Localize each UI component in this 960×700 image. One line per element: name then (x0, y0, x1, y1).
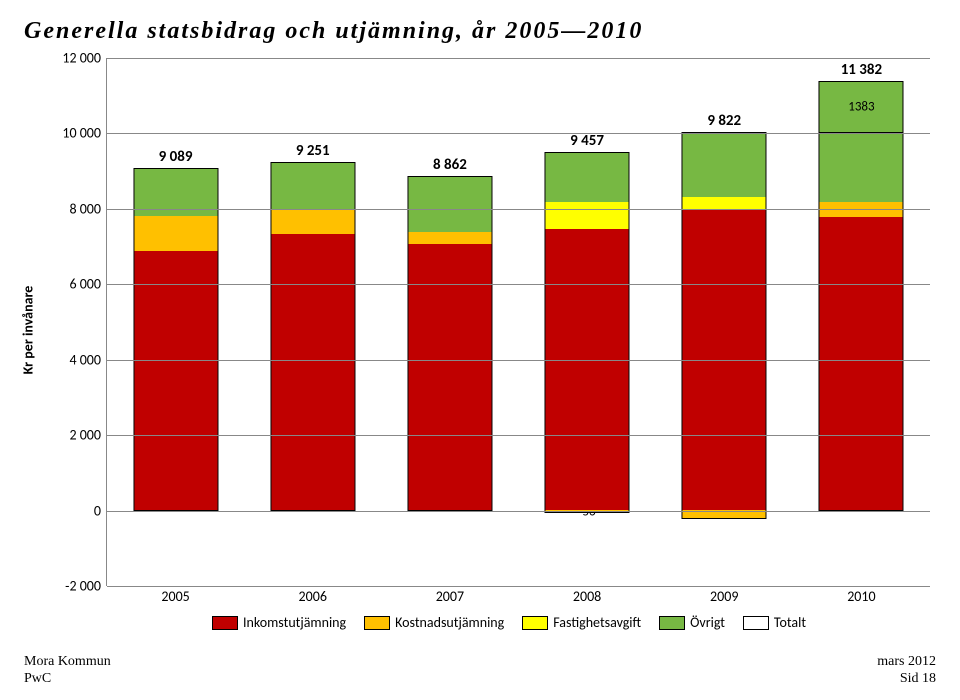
bar-segment (546, 229, 629, 510)
column: 20107788405180611 3821383 (793, 58, 930, 586)
legend: Inkomstutjämning Kostnadsutjämning Fastigh… (106, 614, 930, 640)
total-label: 11 382 (841, 61, 882, 79)
bar-segment (271, 234, 354, 509)
bar-segment (271, 209, 354, 234)
bar-segment (271, 163, 354, 209)
gridline (107, 58, 930, 59)
column: 2006733767812369 251 (244, 58, 381, 586)
chart: Kr per invånare 2005690992512559 0892006… (36, 50, 930, 610)
bar (407, 176, 492, 510)
legend-item: Totalt (743, 614, 806, 631)
x-tick-label: 2010 (847, 588, 875, 605)
slide: Generella statsbidrag och utjämning, år … (0, 0, 960, 700)
column: 20098022-21431017049 822 (656, 58, 793, 586)
x-tick-label: 2005 (161, 588, 189, 605)
gridline (107, 360, 930, 361)
x-tick-label: 2009 (710, 588, 738, 605)
y-tick-label: 8 000 (69, 200, 101, 217)
y-tick-label: 4 000 (69, 351, 101, 368)
legend-label: Kostnadsutjämning (395, 614, 504, 631)
bar-segment (408, 177, 491, 231)
footer-left: Mora Kommun PwC (24, 654, 111, 688)
column: 20087480-5671913139 457 (519, 58, 656, 586)
bar-segment (683, 197, 766, 209)
legend-item: Fastighetsavgift (522, 614, 641, 631)
legend-swatch (364, 616, 390, 630)
column: 2005690992512559 089 (107, 58, 244, 586)
y-tick-label: -2 000 (65, 578, 101, 595)
x-tick-label: 2008 (573, 588, 601, 605)
legend-label: Inkomstutjämning (243, 614, 346, 631)
total-label: 9 822 (707, 112, 741, 130)
total-label: 9 251 (296, 142, 330, 160)
x-tick-label: 2006 (299, 588, 327, 605)
bar-segment (820, 134, 903, 202)
bar (270, 162, 355, 511)
page-title: Generella statsbidrag och utjämning, år … (24, 18, 936, 45)
gridline (107, 435, 930, 436)
legend-label: Övrigt (690, 614, 725, 631)
y-tick-label: 6 000 (69, 276, 101, 293)
footer-right-line-2: Sid 18 (877, 671, 936, 688)
legend-item: Övrigt (659, 614, 725, 631)
footer-left-line-1: Mora Kommun (24, 654, 111, 671)
legend-swatch (522, 616, 548, 630)
column: 2007709432314458 862 (381, 58, 518, 586)
footer-right: mars 2012 Sid 18 (877, 654, 936, 688)
y-tick-label: 12 000 (62, 50, 101, 67)
y-tick-label: 0 (94, 502, 101, 519)
bar-segment (134, 216, 217, 251)
y-axis-title: Kr per invånare (20, 286, 37, 375)
bar (682, 132, 767, 519)
bar-segment (408, 232, 491, 244)
footer-left-line-2: PwC (24, 671, 111, 688)
columns: 2005690992512559 0892006733767812369 251… (107, 58, 930, 586)
legend-label: Fastighetsavgift (553, 614, 641, 631)
gridline (107, 586, 930, 587)
gridline (107, 511, 930, 512)
legend-swatch (212, 616, 238, 630)
bar (819, 133, 904, 510)
y-tick-label: 10 000 (62, 125, 101, 142)
gridline (107, 133, 930, 134)
legend-item: Inkomstutjämning (212, 614, 346, 631)
bar-segment (820, 217, 903, 509)
bar-segment (546, 202, 629, 229)
gridline (107, 209, 930, 210)
bar (545, 152, 630, 513)
segment-label: 1383 (848, 100, 874, 115)
legend-item: Kostnadsutjämning (364, 614, 504, 631)
bar (133, 168, 218, 511)
footer-right-line-1: mars 2012 (877, 654, 936, 671)
bar-segment (683, 133, 766, 197)
bar-segment (546, 153, 629, 202)
legend-swatch (743, 616, 769, 630)
legend-label: Totalt (774, 614, 806, 631)
total-label: 9 089 (159, 148, 193, 166)
total-label: 8 862 (433, 156, 467, 174)
bar-segment (134, 251, 217, 510)
legend-swatch (659, 616, 685, 630)
plot-area: 2005690992512559 0892006733767812369 251… (106, 58, 930, 586)
y-tick-label: 2 000 (69, 427, 101, 444)
gridline (107, 284, 930, 285)
total-label: 9 457 (570, 132, 604, 150)
x-tick-label: 2007 (436, 588, 464, 605)
